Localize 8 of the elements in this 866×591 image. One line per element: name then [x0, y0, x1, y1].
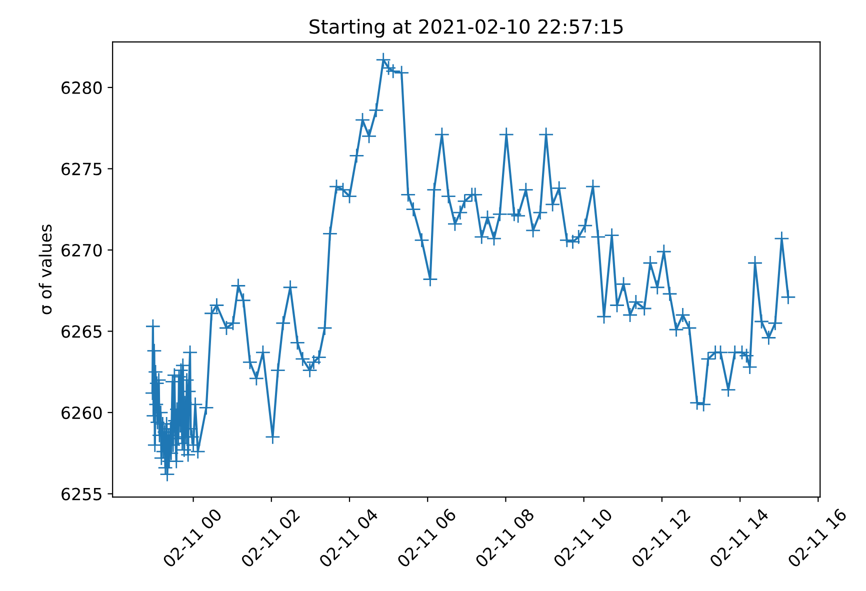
y-tick-label: 6265: [62, 325, 102, 338]
y-tick-label: 6255: [62, 488, 102, 500]
y-tick-label: 6275: [62, 162, 102, 176]
y-axis-title: σ of values: [38, 224, 52, 314]
y-tick-label: 6260: [62, 406, 102, 420]
y-tick-label: 6280: [62, 81, 102, 94]
y-tick-label: 6270: [62, 244, 102, 257]
chart-title: Starting at 2021-02-10 22:57:15: [310, 18, 623, 38]
